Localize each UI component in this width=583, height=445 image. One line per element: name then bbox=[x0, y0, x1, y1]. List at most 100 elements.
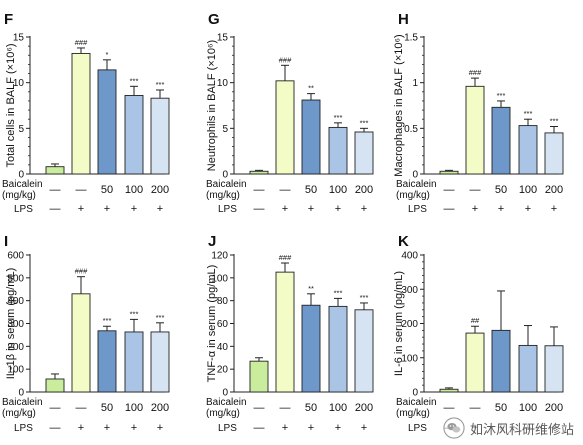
y-tick-label: 100 bbox=[7, 365, 24, 376]
bar bbox=[518, 344, 538, 393]
baicalein-label: Baicalein bbox=[2, 397, 43, 408]
panel-j: J TNF-α in serum (pg/mL) 0 20 40 60 80 100 120 ##… bbox=[206, 233, 374, 434]
panel-letter-f: F bbox=[4, 11, 13, 28]
y-tick-label: 300 bbox=[7, 319, 24, 330]
bar bbox=[71, 52, 91, 175]
dose-value: — bbox=[50, 402, 61, 414]
dose-value: 50 bbox=[101, 402, 113, 414]
watermark: 如沐风科研维修站 bbox=[439, 417, 577, 439]
baicalein-label: Baicalein bbox=[2, 179, 43, 190]
dose-value: 50 bbox=[305, 184, 317, 196]
bar bbox=[301, 99, 321, 175]
dose-value: 200 bbox=[355, 402, 373, 414]
panel-letter-h: H bbox=[398, 11, 409, 28]
bar bbox=[150, 331, 170, 393]
bar bbox=[439, 170, 459, 175]
dose-unit-label: (mg/kg) bbox=[206, 408, 240, 419]
significance-mark: *** bbox=[497, 91, 506, 100]
y-tick-label: 15 bbox=[217, 33, 229, 44]
lps-label: LPS bbox=[14, 204, 33, 215]
y-tick-label: 0 bbox=[412, 388, 418, 399]
panel-letter-g: G bbox=[208, 11, 220, 28]
dose-value: 100 bbox=[125, 402, 143, 414]
significance-mark: ### bbox=[75, 38, 88, 47]
baicalein-label: Baicalein bbox=[396, 179, 437, 190]
dose-value: — bbox=[280, 184, 291, 196]
lps-mark: + bbox=[157, 203, 163, 215]
dose-value: 50 bbox=[305, 402, 317, 414]
dose-value: 200 bbox=[355, 184, 373, 196]
baicalein-label: Baicalein bbox=[206, 179, 247, 190]
bar bbox=[518, 125, 538, 175]
lps-label: LPS bbox=[218, 204, 237, 215]
y-tick-label: 0 bbox=[18, 388, 24, 399]
bar bbox=[97, 69, 117, 175]
significance-mark: *** bbox=[524, 109, 533, 118]
dose-value: 200 bbox=[151, 184, 169, 196]
lps-mark: — bbox=[444, 203, 455, 215]
bar bbox=[544, 345, 564, 393]
bar bbox=[301, 304, 321, 393]
significance-mark: *** bbox=[334, 113, 343, 122]
panel-letter-k: K bbox=[398, 233, 409, 250]
panel-i: I IL-1β in serum (pg/mL)0 100 200 300 400 500 6… bbox=[2, 233, 170, 434]
y-axis-title: IL-6 in serum (pg/mL) bbox=[393, 271, 405, 376]
lps-label: LPS bbox=[408, 204, 427, 215]
y-tick-label: 200 bbox=[7, 342, 24, 353]
y-axis-title: TNF-α in serum (pg/mL) bbox=[206, 265, 218, 383]
y-tick-label: 300 bbox=[401, 285, 418, 296]
dose-value: 100 bbox=[125, 184, 143, 196]
bar bbox=[249, 170, 269, 175]
lps-mark: — bbox=[50, 422, 61, 434]
y-tick-label: 20 bbox=[217, 365, 229, 376]
dose-unit-label: (mg/kg) bbox=[2, 408, 36, 419]
panel-letter-i: I bbox=[4, 233, 8, 250]
dose-value: — bbox=[470, 402, 481, 414]
lps-mark: + bbox=[308, 422, 314, 434]
dose-value: — bbox=[470, 184, 481, 196]
significance-mark: ** bbox=[308, 84, 314, 93]
wechat-logo-icon bbox=[443, 417, 465, 439]
significance-mark: ### bbox=[469, 68, 482, 77]
significance-mark: *** bbox=[334, 288, 343, 297]
y-axis-title: Total cells in BALF (×10⁶) bbox=[5, 43, 17, 167]
y-tick-label: 0 bbox=[222, 170, 228, 181]
dose-unit-label: (mg/kg) bbox=[396, 190, 430, 201]
lps-mark: + bbox=[361, 203, 367, 215]
y-tick-label: 400 bbox=[401, 251, 418, 262]
dose-value: — bbox=[444, 402, 455, 414]
bar bbox=[45, 378, 65, 393]
significance-mark: * bbox=[106, 50, 109, 59]
y-tick-label: 400 bbox=[7, 296, 24, 307]
panel-letter-j: J bbox=[208, 233, 216, 250]
significance-mark: *** bbox=[130, 76, 139, 85]
y-axis-title: Neutrophils in BALF (×10⁶) bbox=[206, 40, 218, 171]
bar bbox=[275, 271, 295, 393]
watermark-text: 如沐风科研维修站 bbox=[469, 422, 574, 438]
significance-mark: *** bbox=[360, 118, 369, 127]
lps-mark: + bbox=[157, 422, 163, 434]
y-tick-label: 0 bbox=[412, 170, 418, 181]
baicalein-label: Baicalein bbox=[206, 397, 247, 408]
significance-mark: *** bbox=[360, 293, 369, 302]
bar bbox=[354, 309, 374, 393]
significance-mark: *** bbox=[130, 309, 139, 318]
lps-mark: + bbox=[282, 203, 288, 215]
lps-mark: + bbox=[335, 203, 341, 215]
significance-mark: ### bbox=[279, 55, 292, 64]
dose-unit-label: (mg/kg) bbox=[206, 190, 240, 201]
y-axis-title: Macrophages in BALF (×10⁶) bbox=[393, 34, 405, 176]
bar bbox=[491, 329, 511, 393]
dose-value: 100 bbox=[329, 184, 347, 196]
bar bbox=[465, 85, 485, 175]
y-tick-label: 60 bbox=[217, 319, 229, 330]
y-tick-label: 10 bbox=[217, 78, 229, 89]
dose-value: — bbox=[254, 184, 265, 196]
dose-value: — bbox=[76, 184, 87, 196]
significance-mark: ## bbox=[471, 316, 480, 325]
dose-value: 200 bbox=[151, 402, 169, 414]
y-tick-label: 1.5 bbox=[404, 33, 418, 44]
